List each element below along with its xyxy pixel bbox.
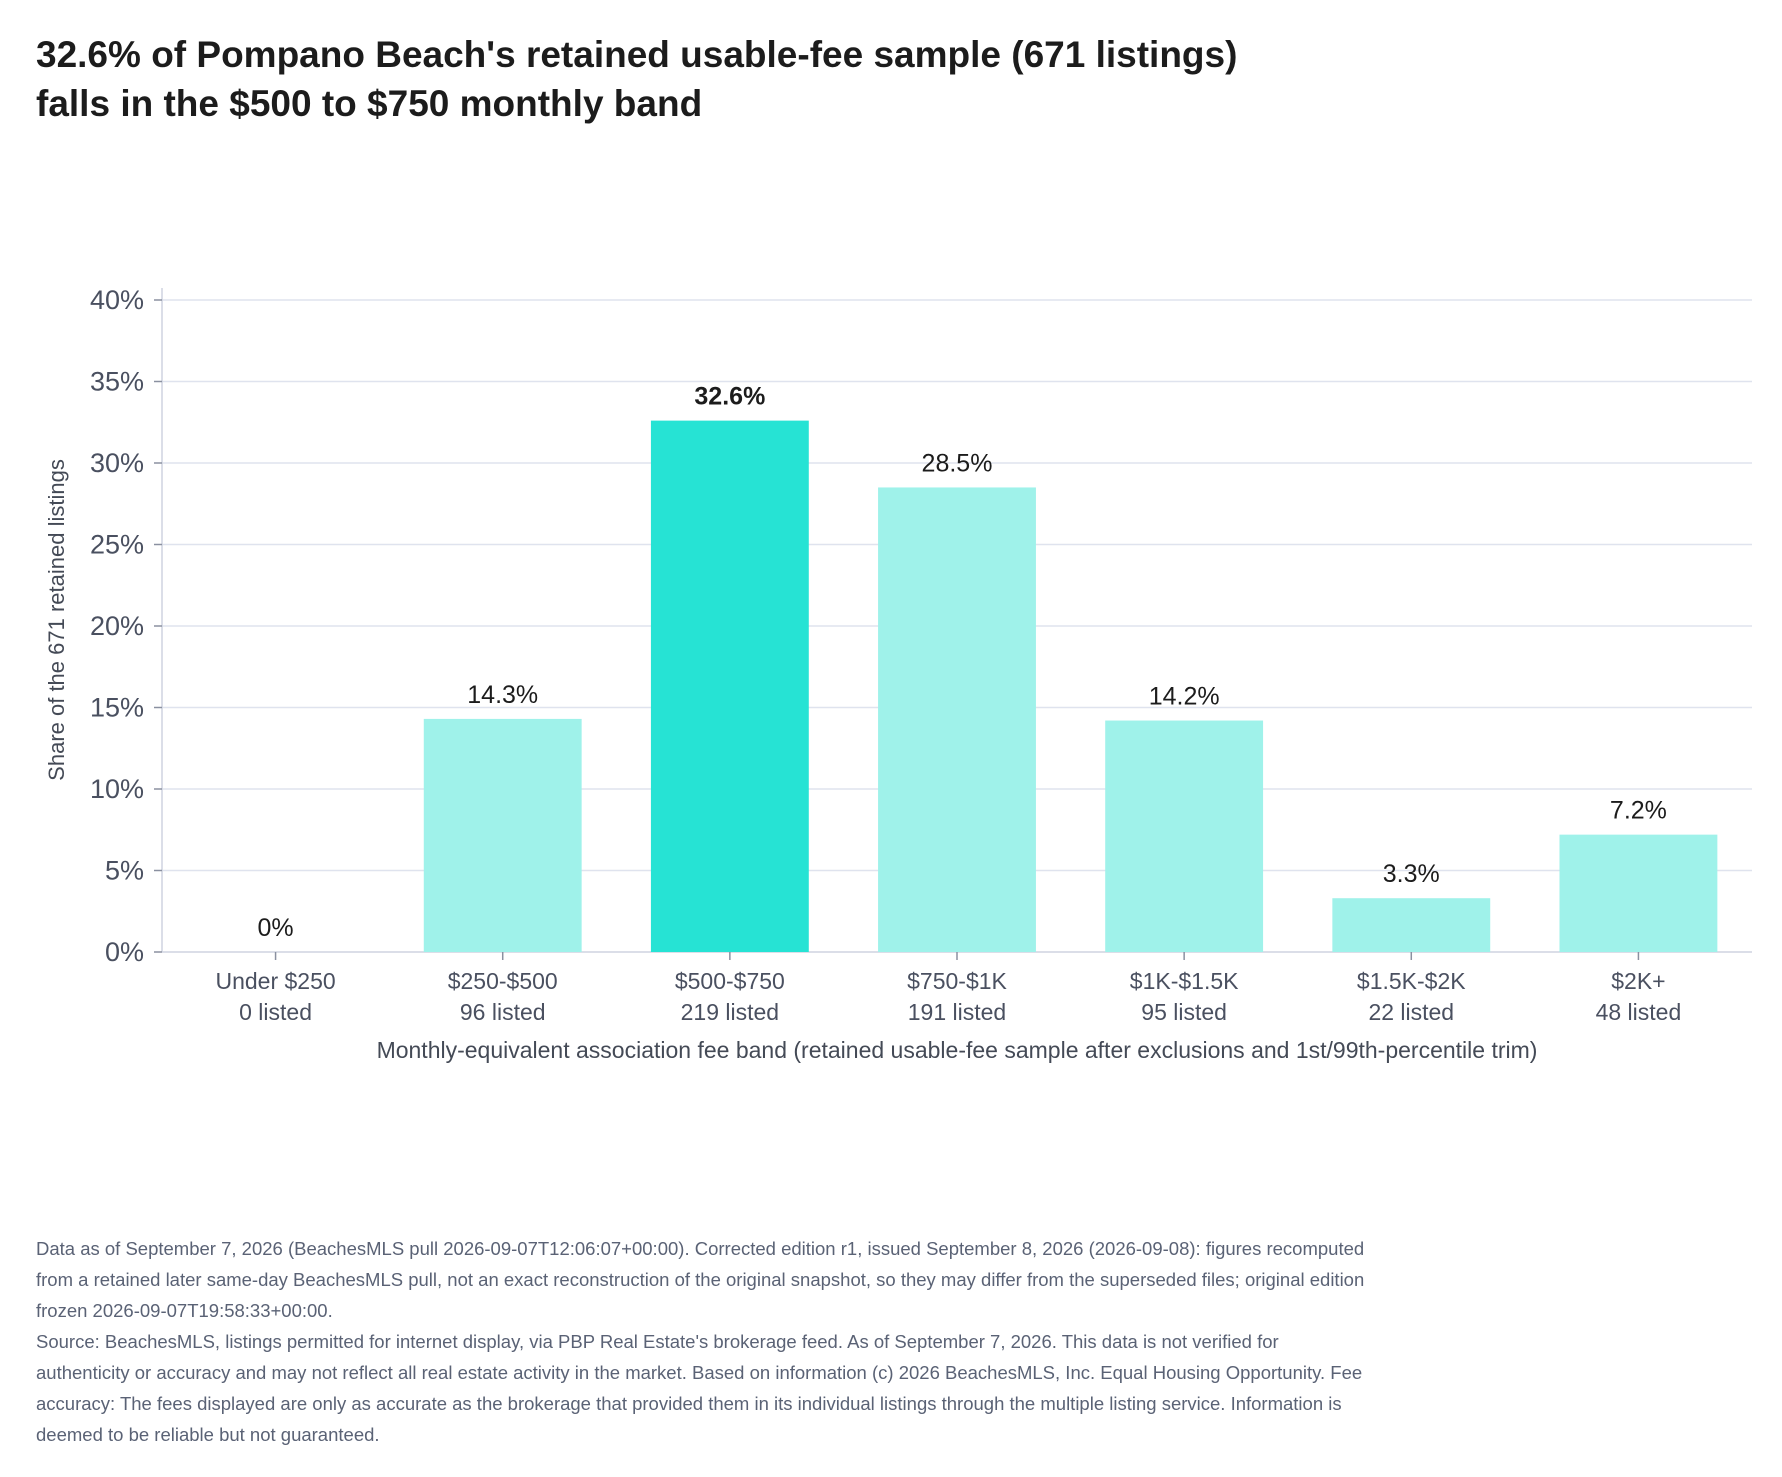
bar xyxy=(423,718,582,952)
x-tick-count-label: 96 listed xyxy=(460,999,546,1025)
x-tick-label: $250-$500 xyxy=(448,968,558,994)
bar xyxy=(1105,720,1264,952)
bar-value-label: 14.2% xyxy=(1149,683,1220,711)
bar-value-label: 14.3% xyxy=(467,681,538,709)
bar-value-label: 7.2% xyxy=(1610,797,1667,825)
x-axis-label: Monthly-equivalent association fee band … xyxy=(377,1037,1538,1063)
x-tick-label: $1K-$1.5K xyxy=(1130,968,1239,994)
bar xyxy=(1332,898,1491,952)
y-tick-label: 20% xyxy=(90,611,144,641)
y-tick-label: 30% xyxy=(90,448,144,478)
x-tick-label: $1.5K-$2K xyxy=(1357,968,1466,994)
y-tick-label: 35% xyxy=(90,367,144,397)
footnotes: Data as of September 7, 2026 (BeachesMLS… xyxy=(36,1233,1376,1450)
x-tick-count-label: 22 listed xyxy=(1368,999,1454,1025)
data-note: Data as of September 7, 2026 (BeachesMLS… xyxy=(36,1238,1365,1321)
x-axis-ticks: Under $250 0 listed $250-$500 96 listed $500… xyxy=(215,952,1681,1025)
bar-chart: 0% 5% 10% 15% 20% 25% 30% 35% 40% 0% 14.3% 32.6% 28… xyxy=(44,285,1752,1063)
y-axis-ticks: 0% 5% 10% 15% 20% 25% 30% 35% 40% xyxy=(90,285,162,967)
x-tick-label: $2K+ xyxy=(1611,968,1665,994)
bar-value-label: 3.3% xyxy=(1383,860,1440,888)
y-tick-label: 15% xyxy=(90,693,144,723)
bar-value-label: 0% xyxy=(258,914,294,942)
x-tick-label: $500-$750 xyxy=(675,968,785,994)
y-tick-label: 10% xyxy=(90,774,144,804)
bar-value-label: 32.6% xyxy=(694,383,765,411)
y-tick-label: 0% xyxy=(105,937,144,967)
source-note: Source: BeachesMLS, listings permitted f… xyxy=(36,1331,1363,1445)
x-tick-label: Under $250 xyxy=(215,968,335,994)
y-tick-label: 5% xyxy=(105,856,144,886)
y-axis-label: Share of the 671 retained listings xyxy=(44,459,69,781)
x-tick-count-label: 0 listed xyxy=(239,999,312,1025)
x-tick-count-label: 219 listed xyxy=(681,999,779,1025)
x-tick-count-label: 48 listed xyxy=(1596,999,1682,1025)
chart-title-line-1: 32.6% of Pompano Beach's retained usable… xyxy=(36,34,1238,75)
chart-title-line-2: falls in the $500 to $750 monthly band xyxy=(36,83,703,124)
y-tick-label: 40% xyxy=(90,285,144,315)
chart-title: 32.6% of Pompano Beach's retained usable… xyxy=(36,30,1636,128)
x-tick-count-label: 191 listed xyxy=(908,999,1006,1025)
bar-value-label: 28.5% xyxy=(922,449,993,477)
x-tick-count-label: 95 listed xyxy=(1141,999,1227,1025)
bar xyxy=(650,420,809,952)
bar xyxy=(878,487,1036,952)
bar xyxy=(1559,834,1718,952)
y-tick-label: 25% xyxy=(90,530,144,560)
bars: 0% 14.3% 32.6% 28.5% 14.2% 3.3% 7.2% xyxy=(258,383,1718,952)
x-tick-label: $750-$1K xyxy=(907,968,1007,994)
